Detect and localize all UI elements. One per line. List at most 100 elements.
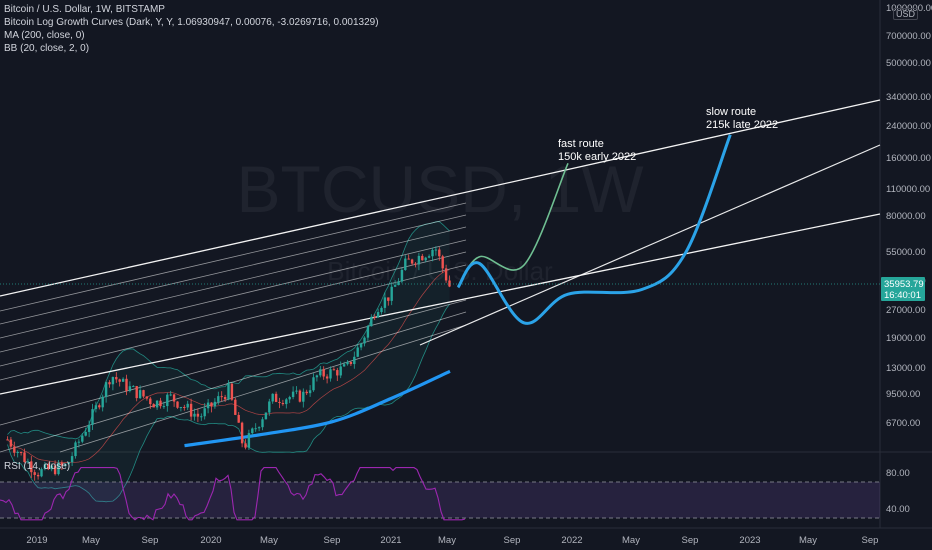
candle-body <box>36 474 40 477</box>
time-tick: May <box>799 535 817 546</box>
candle-body <box>278 401 281 403</box>
candle-body <box>393 285 397 287</box>
candle-body <box>77 441 81 443</box>
slow-route-target[interactable]: 215k late 2022 <box>706 119 778 131</box>
candle-body <box>295 390 298 392</box>
candle-body <box>159 400 162 407</box>
candle-body <box>421 255 424 261</box>
time-axis[interactable]: 2019 May Sep 2020 May Sep 2021 May Sep 2022 May Sep… <box>26 535 878 546</box>
candle-body <box>179 407 183 409</box>
candle-body <box>196 413 200 417</box>
candle-body <box>373 316 376 318</box>
candle-body <box>407 258 410 260</box>
candle-body <box>414 263 417 265</box>
time-tick: 2019 <box>26 535 47 546</box>
candle-body <box>353 356 356 365</box>
currency-badge[interactable]: USD <box>892 8 918 20</box>
candle-body <box>244 443 247 448</box>
candle-body <box>305 391 308 394</box>
price-tick: 240000.00 <box>886 121 931 132</box>
time-tick: Sep <box>504 535 521 546</box>
growth-curve-band <box>0 311 467 453</box>
candle-body <box>220 396 223 398</box>
candle-body <box>189 403 193 417</box>
rsi-legend[interactable]: RSI (14, close) <box>4 461 71 472</box>
candle-body <box>40 469 43 477</box>
candle-body <box>16 451 19 453</box>
growth-curve-band <box>0 264 467 381</box>
candle-body <box>155 400 159 408</box>
candle-body <box>448 280 451 287</box>
candle-body <box>142 390 145 397</box>
bar-countdown: 16:40:01 <box>884 290 921 301</box>
time-tick: Sep <box>862 535 879 546</box>
candle-body <box>404 258 407 270</box>
fast-route-target[interactable]: 150k early 2022 <box>558 151 636 163</box>
price-scale[interactable]: 1000000.00700000.00500000.00340000.00240… <box>886 3 932 429</box>
time-tick: Sep <box>682 535 699 546</box>
symbol-title[interactable]: Bitcoin / U.S. Dollar, 1W, BITSTAMP <box>4 4 165 15</box>
candle-body <box>315 375 319 378</box>
candle-body <box>9 439 13 447</box>
rsi-band <box>0 482 880 518</box>
price-tick: 6700.00 <box>886 418 920 429</box>
candle-body <box>33 472 36 475</box>
candle-body <box>47 464 50 470</box>
candle-body <box>64 464 67 466</box>
price-tick: 9500.00 <box>886 389 920 400</box>
candle-body <box>438 249 441 257</box>
candle-body <box>128 386 132 392</box>
indicator-log-growth-curves[interactable]: Bitcoin Log Growth Curves (Dark, Y, Y, 1… <box>4 17 379 28</box>
candle-body <box>87 424 91 432</box>
indicator-ma[interactable]: MA (200, close, 0) <box>4 30 85 41</box>
fast-route-label[interactable]: fast route <box>558 138 604 150</box>
growth-curve-band <box>0 239 467 353</box>
candle-body <box>213 401 217 407</box>
candle-body <box>380 307 383 313</box>
time-tick: Sep <box>324 535 341 546</box>
candle-body <box>186 403 189 408</box>
candle-body <box>23 452 26 462</box>
price-tick: 500000.00 <box>886 58 931 69</box>
time-tick: May <box>260 535 278 546</box>
price-tick: 340000.00 <box>886 92 931 103</box>
candle-body <box>274 393 278 402</box>
price-tick: 19000.00 <box>886 333 926 344</box>
candle-body <box>410 259 414 264</box>
last-price-badge <box>881 277 925 301</box>
candle-body <box>383 297 387 308</box>
slow-route-label[interactable]: slow route <box>706 106 756 118</box>
candle-body <box>223 397 227 400</box>
bb-basis <box>7 269 450 463</box>
candle-body <box>203 408 206 417</box>
candle-body <box>230 383 234 400</box>
candle-body <box>169 394 172 396</box>
candle-body <box>346 361 349 365</box>
candle-body <box>281 402 285 405</box>
candle-body <box>363 337 366 344</box>
candle-body <box>288 397 291 400</box>
candle-body <box>118 379 121 382</box>
candle-body <box>417 255 421 265</box>
candle-body <box>43 464 47 470</box>
price-tick: 110000.00 <box>886 184 930 195</box>
candle-body <box>441 256 444 269</box>
candle-body <box>162 406 166 408</box>
price-tick: 27000.00 <box>886 305 926 316</box>
candle-body <box>268 401 271 413</box>
candle-body <box>329 369 332 379</box>
candle-body <box>70 456 74 463</box>
candle-body <box>108 382 111 385</box>
candle-body <box>261 419 264 428</box>
candle-body <box>206 402 210 409</box>
candle-body <box>135 386 138 399</box>
candle-body <box>132 386 135 388</box>
candle-body <box>390 286 393 301</box>
slow-route-projection[interactable] <box>456 134 732 325</box>
candle-body <box>240 422 244 444</box>
candle-body <box>434 249 438 251</box>
indicator-bb[interactable]: BB (20, close, 2, 0) <box>4 43 90 54</box>
candle-body <box>149 398 152 405</box>
